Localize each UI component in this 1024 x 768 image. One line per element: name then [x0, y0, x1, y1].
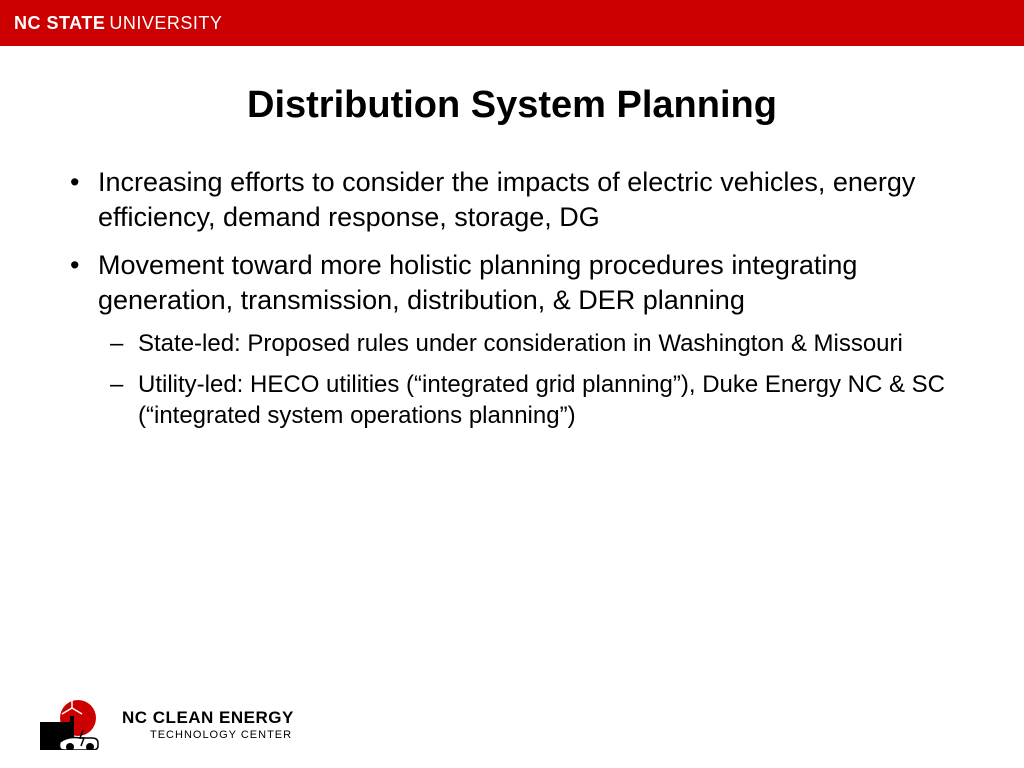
- sub-bullet-text: State-led: Proposed rules under consider…: [138, 330, 903, 357]
- footer-logo: NC CLEAN ENERGY TECHNOLOGY CENTER: [40, 698, 294, 750]
- bullet-text: Increasing efforts to consider the impac…: [98, 167, 915, 232]
- footer-line2: TECHNOLOGY CENTER: [150, 729, 294, 741]
- bullet-item: Movement toward more holistic planning p…: [60, 248, 964, 431]
- brand-bold: NC STATE: [14, 13, 105, 33]
- footer-line1: NC CLEAN ENERGY: [122, 708, 294, 728]
- bullet-item: Increasing efforts to consider the impac…: [60, 165, 964, 234]
- sub-bullet-list: State-led: Proposed rules under consider…: [98, 329, 964, 431]
- sub-bullet-item: Utility-led: HECO utilities (“integrated…: [98, 370, 964, 431]
- content-area: Increasing efforts to consider the impac…: [0, 165, 1024, 431]
- main-bullet-list: Increasing efforts to consider the impac…: [60, 165, 964, 431]
- footer-text: NC CLEAN ENERGY TECHNOLOGY CENTER: [122, 708, 294, 741]
- bullet-text: Movement toward more holistic planning p…: [98, 250, 857, 315]
- header-bar: NC STATEUNIVERSITY: [0, 0, 1024, 46]
- header-brand: NC STATEUNIVERSITY: [14, 13, 222, 34]
- brand-light: UNIVERSITY: [109, 13, 222, 33]
- clean-energy-icon: [40, 698, 112, 750]
- sub-bullet-item: State-led: Proposed rules under consider…: [98, 329, 964, 360]
- sub-bullet-text: Utility-led: HECO utilities (“integrated…: [138, 371, 945, 429]
- page-title: Distribution System Planning: [0, 84, 1024, 127]
